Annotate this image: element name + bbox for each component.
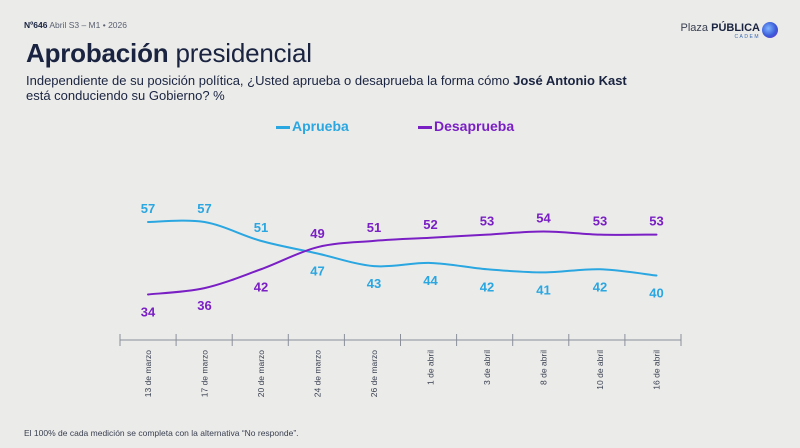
subtitle-bold: José Antonio Kast <box>513 73 627 88</box>
legend-item-aprueba: Aprueba <box>276 118 349 134</box>
brand-logo-icon <box>762 22 778 38</box>
data-label: 40 <box>649 286 663 301</box>
title-bold: Aprobación <box>26 38 169 68</box>
footer-note: El 100% de cada medición se completa con… <box>24 428 299 438</box>
x-tick-label: 26 de marzo <box>369 350 379 398</box>
page-title: Aprobación presidencial <box>26 38 312 69</box>
series-line-aprueba <box>147 219 658 277</box>
data-label: 53 <box>649 214 663 229</box>
legend-item-desaprueba: Desaprueba <box>418 118 514 134</box>
brand-logo-text: Plaza PÚBLICA CADEM <box>681 22 760 40</box>
x-tick-label: 20 de marzo <box>256 350 266 398</box>
legend-swatch-desaprueba <box>418 125 432 129</box>
x-tick-label: 10 de abril <box>595 350 605 390</box>
data-label: 42 <box>593 279 607 294</box>
legend-label-aprueba: Aprueba <box>292 118 349 134</box>
data-label: 57 <box>197 201 211 216</box>
legend-label-desaprueba: Desaprueba <box>434 118 515 134</box>
x-tick-label: 16 de abril <box>652 350 662 390</box>
data-label: 36 <box>197 298 211 313</box>
x-tick-label: 24 de marzo <box>313 350 323 398</box>
data-label: 44 <box>423 273 438 288</box>
x-tick-label: 17 de marzo <box>200 350 210 398</box>
brand-plaza: Plaza <box>680 22 709 34</box>
title-rest: presidencial <box>175 38 312 68</box>
edition-meta: Nº646 Abril S3 – M1 • 2026 <box>24 20 127 30</box>
x-tick-label: 8 de abril <box>539 350 549 385</box>
data-label: 54 <box>536 210 551 225</box>
x-tick-label: 3 de abril <box>482 350 492 385</box>
chart-legend: Aprueba Desaprueba <box>0 118 800 138</box>
data-label: 42 <box>480 279 494 294</box>
data-label: 42 <box>254 279 268 294</box>
brand-cadem: CADEM <box>734 34 760 40</box>
data-label: 53 <box>480 214 494 229</box>
legend-swatch-aprueba <box>276 125 290 129</box>
data-label: 41 <box>536 282 550 297</box>
data-label: 51 <box>367 220 381 235</box>
subtitle-pre: Independiente de su posición política, ¿… <box>26 73 510 88</box>
x-tick-label: 1 de abril <box>426 350 436 385</box>
subtitle-post: está conduciendo su Gobierno? % <box>26 88 225 103</box>
data-label: 47 <box>310 264 324 279</box>
x-tick-label: 13 de marzo <box>143 350 153 398</box>
data-label: 34 <box>141 304 156 319</box>
edition-number: Nº646 <box>24 20 48 30</box>
data-label: 43 <box>367 276 381 291</box>
data-label: 49 <box>310 226 324 241</box>
chart-subtitle: Independiente de su posición política, ¿… <box>26 73 726 103</box>
data-label: 53 <box>593 214 607 229</box>
series-line-desaprueba <box>147 230 658 296</box>
brand-publica: PÚBLICA <box>711 22 760 34</box>
data-label: 57 <box>141 201 155 216</box>
data-label: 52 <box>423 217 437 232</box>
edition-date: Abril S3 – M1 • 2026 <box>49 20 127 30</box>
data-label: 51 <box>254 220 268 235</box>
